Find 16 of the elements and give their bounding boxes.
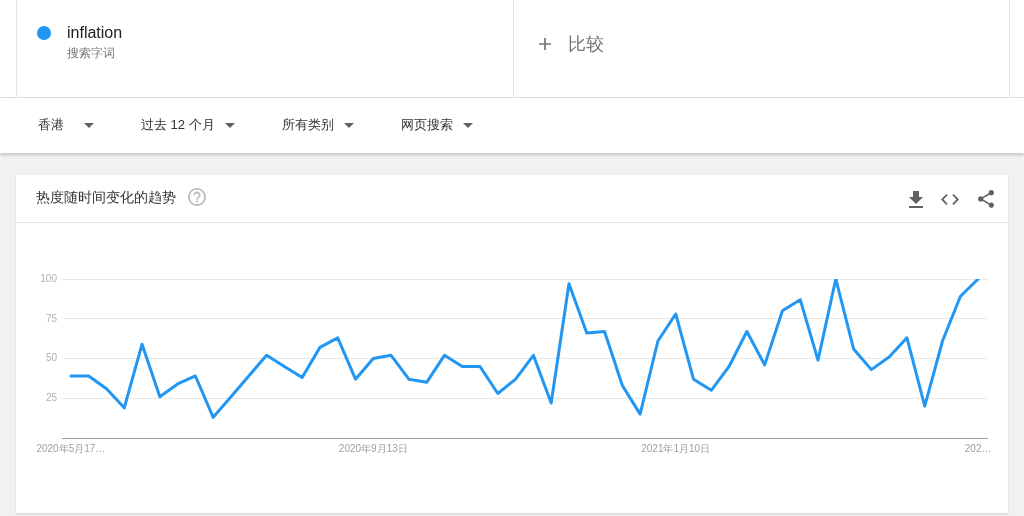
x-tick-label: 202… bbox=[964, 442, 992, 454]
y-tick-label: 75 bbox=[45, 312, 58, 324]
text: 所有类别 bbox=[282, 116, 334, 134]
y-tick-label: 50 bbox=[45, 352, 58, 364]
y-tick-label: 100 bbox=[40, 272, 58, 284]
text: 香港 bbox=[38, 116, 65, 134]
text: 网页搜索 bbox=[401, 116, 453, 134]
x-tick-label: 2021年1月10日 bbox=[641, 442, 711, 454]
chart-title: 热度随时间变化的趋势 bbox=[36, 188, 176, 207]
x-tick-label: 2020年5月17… bbox=[36, 442, 106, 454]
legend-label: inflation bbox=[67, 23, 123, 43]
x-tick-label: 2020年9月13日 bbox=[338, 442, 408, 454]
text: 比较 bbox=[568, 33, 604, 55]
text: 搜索字词 bbox=[67, 45, 115, 61]
y-tick-label: 25 bbox=[45, 392, 58, 403]
text: 过去 12 个月 bbox=[141, 116, 215, 134]
